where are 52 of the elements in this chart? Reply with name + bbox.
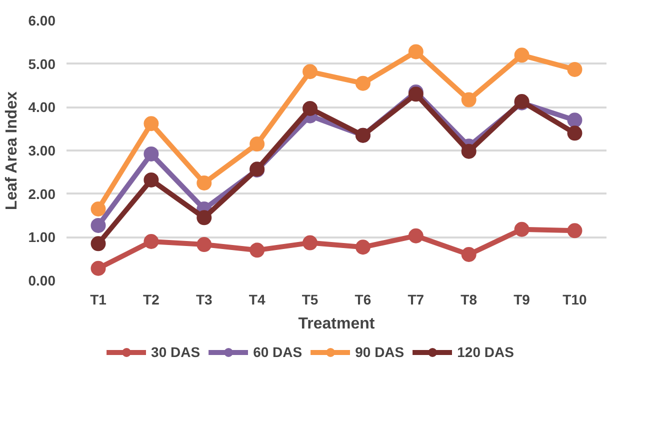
y-tick-label: 1.00 (28, 229, 56, 246)
x-tick-label: T5 (302, 292, 318, 308)
point (196, 176, 212, 190)
point (302, 100, 318, 116)
point (355, 76, 370, 91)
point (144, 116, 159, 132)
y-tick-label: 6.00 (28, 12, 56, 28)
y-axis-title: Leaf Area Index (3, 91, 20, 210)
point (408, 44, 424, 60)
point (90, 260, 106, 276)
point (514, 48, 530, 63)
legend-label: 30 DAS (151, 344, 200, 360)
x-tick-label: T6 (354, 292, 372, 308)
point (250, 242, 265, 258)
point (196, 237, 212, 252)
point (144, 172, 159, 188)
legend-label: 90 DAS (355, 344, 404, 360)
x-tick-label: T8 (460, 292, 478, 308)
y-tick-label: 3.00 (28, 142, 56, 158)
legend-label: 60 DAS (253, 344, 302, 360)
point (144, 146, 159, 162)
point (302, 235, 318, 250)
point (90, 218, 106, 233)
x-tick-label: T1 (90, 292, 107, 308)
point (567, 126, 582, 141)
x-tick-label: T10 (562, 292, 588, 308)
y-tick-label: 2.00 (28, 186, 56, 202)
point (567, 223, 582, 238)
point (567, 62, 582, 77)
point (196, 210, 212, 226)
point (514, 222, 530, 237)
x-tick-label: T2 (143, 292, 160, 308)
point (355, 240, 370, 255)
point (461, 144, 476, 159)
x-axis-title: Treatment (298, 316, 376, 332)
x-tick-label: T3 (196, 292, 213, 308)
x-tick-label: T4 (248, 292, 266, 308)
point (250, 136, 265, 152)
x-tick-label: T7 (408, 292, 424, 308)
point (90, 202, 106, 216)
point (144, 234, 159, 249)
y-tick-label: 0.00 (28, 272, 56, 288)
y-tick-label: 4.00 (28, 99, 56, 116)
point (302, 64, 318, 80)
point (567, 112, 582, 128)
legend-label: 120 DAS (457, 344, 514, 360)
point (408, 228, 424, 244)
point (461, 92, 476, 108)
x-tick-label: T9 (514, 292, 530, 308)
y-tick-label: 5.00 (28, 56, 56, 72)
point (461, 247, 476, 262)
point (90, 236, 106, 252)
